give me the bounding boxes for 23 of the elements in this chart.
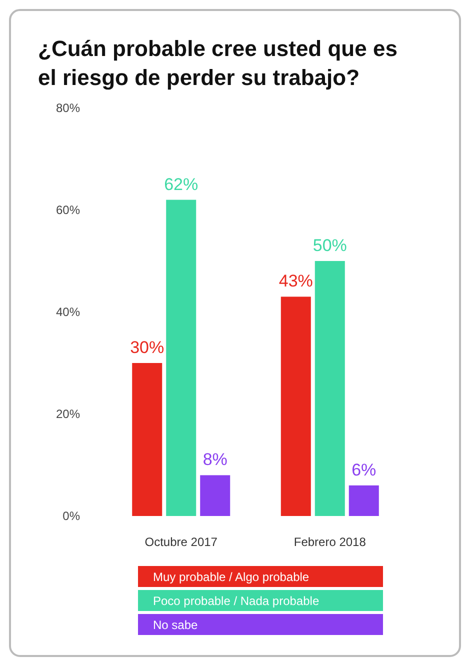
data-label: 43% <box>278 272 313 291</box>
x-tick-label: Octubre 2017 <box>144 535 218 549</box>
data-label: 62% <box>164 174 198 194</box>
data-label: 6% <box>352 460 376 480</box>
bar <box>200 475 230 516</box>
y-tick-label: 60% <box>56 203 80 217</box>
y-tick-label: 0% <box>62 509 80 523</box>
x-tick-label: Febrero 2018 <box>294 535 366 549</box>
bar <box>348 485 379 516</box>
bar <box>280 296 311 516</box>
data-label: 8% <box>202 450 228 470</box>
bar <box>132 363 162 516</box>
text: No sabe <box>153 618 198 632</box>
chart-title: ¿Cuán probable cree usted que es el riesgo de perder su trabajo? <box>38 36 398 90</box>
y-tick-label: 40% <box>56 305 80 319</box>
y-tick-label: 80% <box>56 101 80 115</box>
data-label: 30% <box>130 338 164 357</box>
bar <box>314 261 345 516</box>
data-label: 50% <box>312 236 347 255</box>
text: Poco probable / Nada probable <box>153 594 320 608</box>
y-tick-label: 20% <box>56 407 80 421</box>
text: Muy probable / Algo probable <box>153 570 310 584</box>
bar <box>166 200 196 516</box>
